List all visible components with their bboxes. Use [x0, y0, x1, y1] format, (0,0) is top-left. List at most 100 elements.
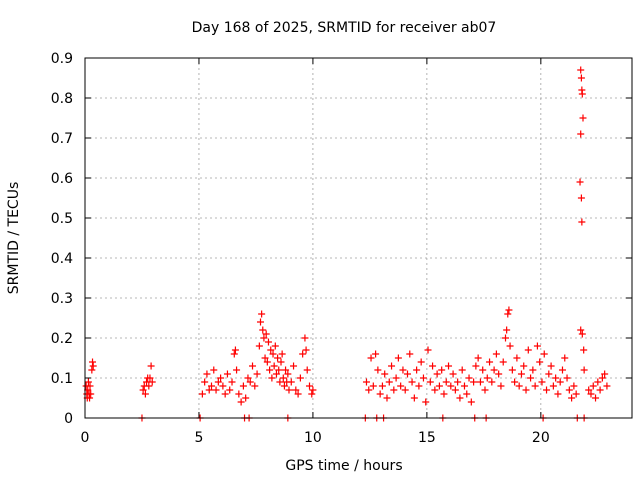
data-point — [456, 394, 464, 402]
data-point — [508, 366, 516, 374]
data-point — [388, 362, 396, 370]
y-tick-label: 0.4 — [51, 251, 73, 267]
x-tick-label: 15 — [418, 430, 436, 446]
data-point — [294, 390, 302, 398]
data-point — [89, 358, 97, 366]
data-point — [260, 334, 268, 342]
data-point — [266, 366, 274, 374]
data-point — [470, 378, 478, 386]
y-tick-label: 0.3 — [51, 291, 73, 307]
data-point — [226, 386, 234, 394]
y-tick-label: 0.1 — [51, 371, 73, 387]
data-point — [303, 366, 311, 374]
data-point — [390, 386, 398, 394]
data-point — [488, 378, 496, 386]
data-point — [415, 382, 423, 390]
data-point — [438, 366, 446, 374]
data-point — [520, 362, 528, 370]
data-point — [87, 390, 95, 398]
y-tick-label: 0.6 — [51, 171, 73, 187]
data-point — [292, 386, 300, 394]
plot-border — [84, 57, 633, 419]
data-point — [369, 382, 377, 390]
data-point — [533, 342, 541, 350]
data-point — [451, 386, 459, 394]
data-point — [447, 382, 455, 390]
data-point — [385, 378, 393, 386]
y-axis-label: SRMTID / TECUs — [6, 182, 22, 295]
data-point — [284, 370, 292, 378]
data-point — [392, 374, 400, 382]
data-point — [440, 390, 448, 398]
data-point — [406, 350, 414, 358]
data-point — [463, 390, 471, 398]
data-point — [474, 354, 482, 362]
y-tick-label: 0 — [64, 411, 73, 427]
data-point — [374, 366, 382, 374]
data-point — [399, 366, 407, 374]
data-point — [603, 382, 611, 390]
data-point — [580, 346, 588, 354]
data-point — [431, 386, 439, 394]
data-point — [381, 370, 389, 378]
data-point — [299, 350, 307, 358]
x-tick-label: 0 — [81, 430, 90, 446]
axis-ticks: 0 5 10 15 20 0 0.1 0.2 0.3 0.4 0.5 0.6 0.7 0.8 0.9 — [51, 51, 632, 446]
data-point — [578, 218, 586, 226]
data-point — [506, 342, 514, 350]
data-point — [433, 370, 441, 378]
data-point — [235, 390, 243, 398]
data-point — [378, 382, 386, 390]
data-point — [502, 334, 510, 342]
data-point — [223, 370, 231, 378]
x-tick-label: 10 — [304, 430, 322, 446]
data-point — [578, 90, 586, 98]
data-point — [290, 362, 298, 370]
data-point — [302, 346, 310, 354]
data-point — [146, 374, 154, 382]
data-point — [261, 354, 269, 362]
y-tick-label: 0.7 — [51, 131, 73, 147]
data-point — [258, 310, 266, 318]
data-point — [272, 370, 280, 378]
data-point — [203, 370, 211, 378]
data-point — [376, 390, 384, 398]
data-point — [549, 382, 557, 390]
data-point — [594, 378, 602, 386]
data-point — [277, 358, 285, 366]
data-point — [601, 370, 609, 378]
data-point — [429, 362, 437, 370]
data-point — [576, 178, 584, 186]
data-point — [527, 374, 535, 382]
y-tick-label: 0.8 — [51, 91, 73, 107]
data-point — [449, 370, 457, 378]
x-tick-label: 5 — [194, 430, 203, 446]
data-point — [492, 350, 500, 358]
data-point — [305, 382, 313, 390]
data-point — [280, 382, 288, 390]
data-point — [275, 366, 283, 374]
data-point — [499, 358, 507, 366]
chart-title: Day 168 of 2025, SRMTID for receiver ab0… — [192, 20, 497, 36]
data-point — [592, 394, 600, 402]
data-point — [279, 374, 287, 382]
data-point — [268, 374, 276, 382]
data-point — [465, 374, 473, 382]
data-point — [362, 378, 370, 386]
y-tick-label: 0.5 — [51, 211, 73, 227]
data-point — [426, 378, 434, 386]
data-point — [458, 366, 466, 374]
data-point — [141, 390, 149, 398]
data-point — [552, 374, 560, 382]
data-point — [228, 378, 236, 386]
data-point — [529, 366, 537, 374]
data-point — [417, 358, 425, 366]
data-point — [589, 382, 597, 390]
data-point — [221, 390, 229, 398]
data-point — [504, 310, 512, 318]
data-point — [255, 342, 263, 350]
data-point — [540, 350, 548, 358]
data-point — [259, 326, 267, 334]
data-point — [246, 378, 254, 386]
